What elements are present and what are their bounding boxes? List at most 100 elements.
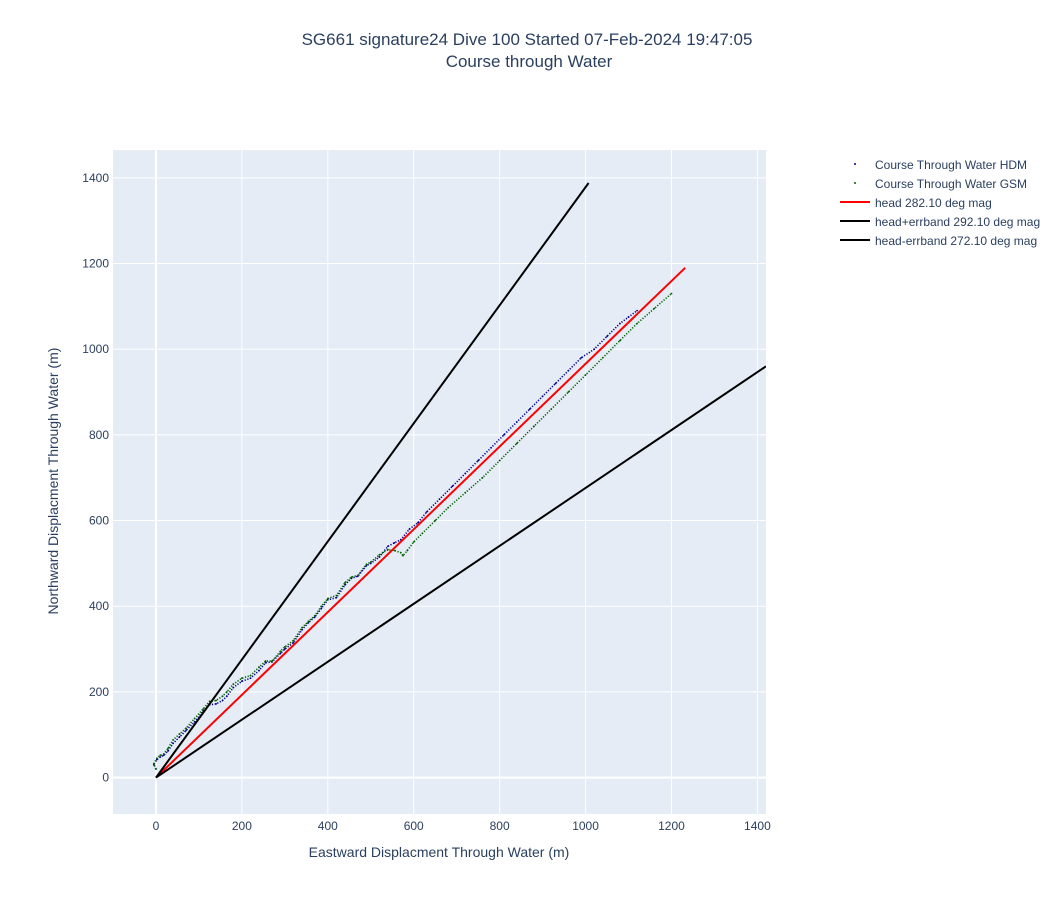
series-point-0 bbox=[185, 729, 187, 732]
series-point-1 bbox=[344, 581, 346, 584]
series-point-0 bbox=[477, 459, 480, 462]
chart-title-line1: SG661 signature24 Dive 100 Started 07-Fe… bbox=[302, 30, 753, 49]
series-point-0 bbox=[283, 648, 286, 650]
y-tick-label: 1000 bbox=[82, 342, 109, 356]
legend-label-head-minus-errband: head-errband 272.10 deg mag bbox=[875, 234, 1037, 248]
legend-item-head[interactable]: head 282.10 deg mag bbox=[840, 196, 992, 210]
series-point-1 bbox=[215, 699, 218, 702]
series-point-1 bbox=[271, 660, 273, 662]
series-point-1 bbox=[232, 683, 235, 686]
series-point-1 bbox=[434, 519, 437, 522]
series-line-4 bbox=[155, 365, 766, 779]
series-point-0 bbox=[451, 485, 454, 488]
series-point-1 bbox=[301, 626, 303, 629]
y-tick-label: 400 bbox=[89, 599, 109, 613]
x-tick-label: 800 bbox=[490, 819, 510, 833]
plot-area[interactable] bbox=[113, 150, 766, 814]
legend-label-gsm: Course Through Water GSM bbox=[875, 177, 1027, 191]
series-point-1 bbox=[249, 674, 252, 677]
series-point-1 bbox=[356, 574, 359, 577]
series-point-1 bbox=[279, 650, 282, 653]
y-tick-label: 800 bbox=[89, 428, 109, 442]
series-point-0 bbox=[172, 742, 175, 745]
series-point-0 bbox=[554, 382, 557, 385]
series-point-0 bbox=[159, 756, 162, 758]
y-tick-label: 0 bbox=[102, 771, 109, 785]
series-point-0 bbox=[335, 596, 338, 599]
series-point-1 bbox=[172, 738, 175, 741]
series-point-0 bbox=[320, 607, 323, 610]
legend-item-hdm[interactable]: Course Through Water HDM bbox=[854, 158, 1027, 172]
y-tick-label: 200 bbox=[89, 685, 109, 699]
series-point-0 bbox=[636, 309, 639, 312]
legend-symbol-gsm bbox=[854, 182, 856, 184]
series-point-1 bbox=[283, 646, 286, 648]
series-point-1 bbox=[464, 491, 467, 494]
series-point-1 bbox=[350, 576, 353, 579]
x-tick-label: 1000 bbox=[572, 819, 599, 833]
series-point-0 bbox=[369, 562, 372, 565]
series-point-0 bbox=[490, 446, 492, 449]
series-point-1 bbox=[152, 762, 155, 765]
series-point-0 bbox=[279, 652, 282, 655]
series-point-1 bbox=[365, 563, 368, 566]
series-line-3 bbox=[155, 182, 590, 779]
legend-label-head: head 282.10 deg mag bbox=[875, 196, 992, 210]
series-point-1 bbox=[550, 408, 553, 411]
series-point-1 bbox=[159, 754, 162, 757]
series-point-0 bbox=[162, 754, 165, 757]
grid-layer bbox=[113, 150, 766, 814]
series-point-1 bbox=[202, 708, 205, 710]
x-axis-label: Eastward Displacment Through Water (m) bbox=[309, 844, 570, 860]
series-point-0 bbox=[619, 322, 621, 325]
series-point-1 bbox=[264, 660, 267, 662]
series-point-1 bbox=[155, 757, 158, 760]
series-layer bbox=[152, 182, 766, 779]
series-point-1 bbox=[335, 594, 338, 597]
series-point-1 bbox=[221, 695, 224, 698]
series-point-0 bbox=[178, 735, 181, 738]
series-point-1 bbox=[567, 391, 570, 393]
series-point-0 bbox=[464, 472, 467, 475]
series-point-1 bbox=[498, 459, 501, 462]
x-tick-label: 0 bbox=[153, 819, 160, 833]
legend-item-head-plus-errband[interactable]: head+errband 292.10 deg mag bbox=[840, 215, 1040, 229]
series-point-0 bbox=[593, 348, 596, 351]
legend-item-gsm[interactable]: Course Through Water GSM bbox=[854, 177, 1027, 191]
series-point-1 bbox=[258, 666, 260, 668]
series-point-1 bbox=[314, 614, 316, 617]
series-point-1 bbox=[326, 597, 329, 600]
series-point-1 bbox=[193, 717, 196, 720]
series-point-0 bbox=[393, 541, 396, 544]
series-point-1 bbox=[670, 292, 673, 295]
legend-item-head-minus-errband[interactable]: head-errband 272.10 deg mag bbox=[840, 234, 1037, 248]
x-tick-label: 1200 bbox=[658, 819, 685, 833]
series-point-0 bbox=[155, 758, 158, 761]
x-tick-label: 1400 bbox=[744, 819, 771, 833]
series-point-0 bbox=[350, 577, 353, 580]
series-point-1 bbox=[619, 339, 621, 342]
series-point-0 bbox=[215, 703, 218, 705]
series-point-1 bbox=[178, 732, 181, 735]
series-point-1 bbox=[155, 768, 157, 770]
series-point-1 bbox=[167, 747, 169, 750]
series-point-1 bbox=[481, 476, 484, 479]
series-point-1 bbox=[447, 506, 449, 509]
series-line-2 bbox=[155, 267, 686, 779]
x-tick-label: 600 bbox=[404, 819, 424, 833]
series-point-0 bbox=[425, 511, 428, 513]
y-tick-label: 1400 bbox=[82, 171, 109, 185]
y-axis-label: Northward Displacment Through Water (m) bbox=[45, 348, 61, 615]
series-point-1 bbox=[515, 442, 518, 445]
legend-symbol-hdm bbox=[854, 163, 856, 165]
series-point-0 bbox=[515, 421, 518, 423]
series-point-1 bbox=[320, 605, 323, 608]
series-point-1 bbox=[240, 677, 243, 680]
series-point-1 bbox=[421, 532, 424, 535]
series-point-1 bbox=[225, 691, 228, 693]
series-point-1 bbox=[533, 425, 535, 428]
series-point-0 bbox=[606, 335, 608, 338]
series-point-0 bbox=[258, 669, 260, 672]
